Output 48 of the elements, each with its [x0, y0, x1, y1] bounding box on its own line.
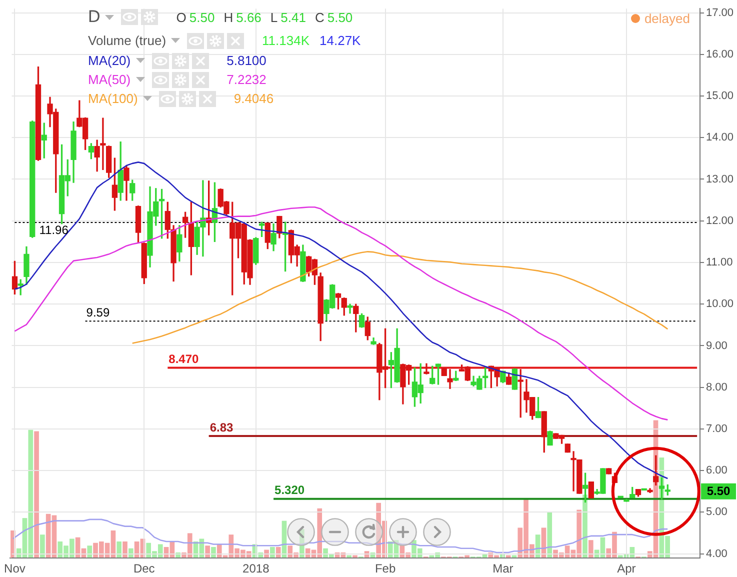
bar	[34, 431, 39, 558]
text: MA(100)	[88, 91, 138, 106]
x-tick-label: Dec	[133, 562, 155, 576]
y-tick-label: 8.00	[706, 381, 728, 394]
y-tick-label: 5.00	[706, 506, 728, 518]
bar	[122, 541, 128, 558]
y-tick-label: 12.00	[706, 214, 734, 227]
annotation: delayed	[644, 10, 690, 26]
bar	[205, 546, 210, 558]
annotation: 9.4046	[234, 91, 274, 106]
bar	[116, 541, 122, 558]
candlestick	[100, 118, 106, 170]
bar	[588, 540, 594, 558]
annotation: 5.8100	[226, 53, 266, 68]
y-tick-label: 6.00	[706, 464, 728, 477]
x-tick-label: Nov	[4, 562, 26, 576]
series-label: 5.320	[274, 483, 305, 498]
y-tick-label: 10.00	[706, 298, 734, 310]
series-label: 6.83	[210, 420, 234, 434]
y-tick-label: 14.00	[706, 132, 734, 144]
y-tick-label: 11.00	[706, 256, 733, 269]
y-tick-label: 9.00	[706, 340, 728, 352]
x-tick-label: 2018	[242, 562, 270, 576]
x-tick-label: Apr	[617, 562, 636, 576]
bar	[87, 546, 92, 558]
text: MA(50)	[88, 72, 131, 87]
series-label: 9.59	[86, 305, 110, 320]
y-tick-label: 15.00	[706, 90, 734, 102]
y-tick-label: 4.00	[706, 548, 728, 560]
annotation: 7.2232	[226, 72, 266, 87]
series-label: 11.96	[39, 222, 69, 237]
bar	[506, 555, 511, 558]
annotation: O 5.50 H 5.66 L 5.41 C 5.50	[176, 10, 353, 24]
x-tick-label: Feb	[374, 562, 396, 576]
chart-title: D	[88, 7, 100, 27]
y-tick-label: 7.00	[706, 423, 728, 436]
bar	[40, 534, 45, 558]
y-tick-label: 13.00	[706, 173, 734, 186]
x-tick-label: Mar	[492, 562, 514, 576]
annotation: 5.50	[706, 484, 730, 498]
bar	[582, 494, 588, 558]
bar	[352, 555, 358, 558]
bar	[547, 512, 552, 558]
bar	[346, 555, 352, 558]
y-tick-label: 17.00	[706, 6, 734, 19]
text: MA(20)	[88, 53, 131, 68]
series-label: 8.470	[168, 352, 200, 366]
y-tick-label: 16.00	[706, 48, 734, 60]
